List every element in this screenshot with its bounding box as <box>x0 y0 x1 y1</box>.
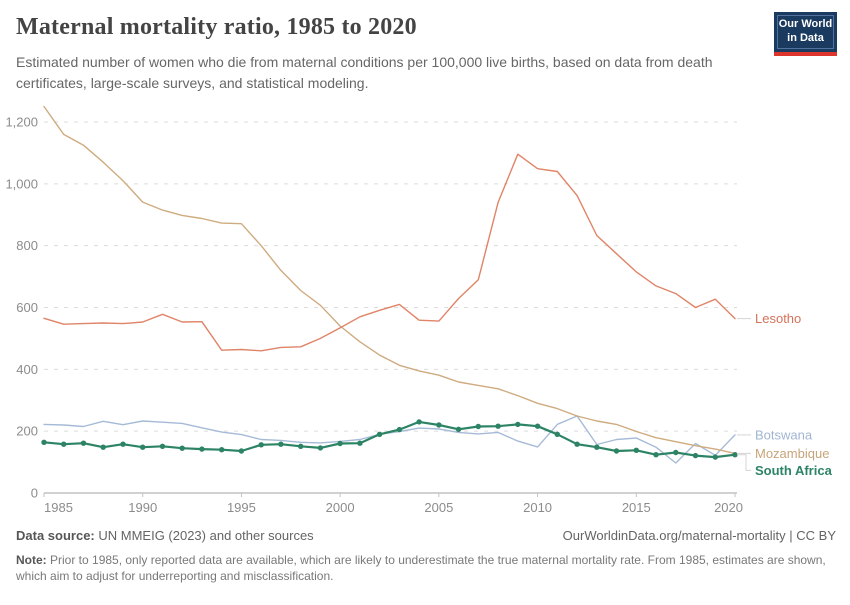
x-axis-tick-label: 1995 <box>227 500 256 515</box>
data-point-marker-south-africa <box>61 441 67 447</box>
legend-label-botswana[interactable]: Botswana <box>755 427 813 442</box>
data-point-marker-south-africa <box>475 423 481 430</box>
data-point-marker-south-africa <box>455 426 462 432</box>
series-line-mozambique[interactable] <box>43 105 736 455</box>
data-point-marker-south-africa <box>574 441 580 447</box>
legend-label-mozambique[interactable]: Mozambique <box>755 446 829 461</box>
data-point-marker-south-africa <box>357 440 363 446</box>
x-axis-tick-label: 1990 <box>128 500 157 515</box>
note-label: Note: <box>16 553 47 567</box>
owid-logo-text: Our World in Data <box>777 15 834 49</box>
data-point-marker-south-africa <box>692 452 699 459</box>
data-point-marker-south-africa <box>179 445 185 451</box>
chart-footer: Data source: UN MMEIG (2023) and other s… <box>16 528 836 584</box>
note-text: Prior to 1985, only reported data are av… <box>16 553 826 584</box>
data-point-marker-south-africa <box>613 448 620 454</box>
data-source-label: Data source: <box>16 528 95 543</box>
data-point-marker-south-africa <box>120 441 126 447</box>
data-point-marker-south-africa <box>199 446 205 452</box>
data-point-marker-south-africa <box>376 431 383 437</box>
data-point-marker-south-africa <box>554 431 560 437</box>
data-point-marker-south-africa <box>396 426 403 433</box>
series-line-botswana[interactable] <box>43 415 736 464</box>
data-point-marker-south-africa <box>673 449 679 456</box>
data-point-marker-south-africa <box>278 441 284 447</box>
chart-note: Note: Prior to 1985, only reported data … <box>16 552 838 584</box>
owid-logo-line1: Our World <box>778 18 833 31</box>
data-point-marker-south-africa <box>633 447 639 453</box>
x-axis-tick-label: 2005 <box>424 500 453 515</box>
legend-connector-south-africa <box>737 454 751 471</box>
data-point-marker-south-africa <box>219 447 225 453</box>
data-point-marker-south-africa <box>317 445 324 451</box>
owid-logo[interactable]: Our World in Data <box>774 12 837 56</box>
data-point-marker-south-africa <box>732 452 738 458</box>
x-axis-tick-label: 1985 <box>44 500 73 515</box>
data-point-marker-south-africa <box>238 448 245 454</box>
x-axis-tick-label: 2000 <box>326 500 355 515</box>
data-point-marker-south-africa <box>495 423 501 429</box>
data-point-marker-south-africa <box>337 440 343 447</box>
owid-citation-link[interactable]: OurWorldinData.org/maternal-mortality | … <box>562 528 836 543</box>
x-axis-tick-label: 2010 <box>523 500 552 515</box>
data-point-marker-south-africa <box>159 443 166 449</box>
data-source-text: Data source: UN MMEIG (2023) and other s… <box>16 528 314 543</box>
legend-label-south-africa[interactable]: South Africa <box>755 463 833 478</box>
page-title: Maternal mortality ratio, 1985 to 2020 <box>16 14 417 40</box>
data-point-marker-south-africa <box>416 419 422 425</box>
data-point-marker-south-africa <box>594 444 600 450</box>
data-point-marker-south-africa <box>258 442 264 448</box>
y-axis-tick-label: 600 <box>16 300 38 315</box>
y-axis-tick-label: 400 <box>16 362 38 377</box>
data-point-marker-south-africa <box>653 452 659 458</box>
data-point-marker-south-africa <box>298 443 304 449</box>
y-axis-tick-label: 800 <box>16 238 38 253</box>
data-point-marker-south-africa <box>712 454 718 460</box>
x-axis-tick-label: 2015 <box>622 500 651 515</box>
y-axis-tick-label: 0 <box>31 486 38 501</box>
data-point-marker-south-africa <box>515 421 521 428</box>
legend-label-lesotho[interactable]: Lesotho <box>755 311 801 326</box>
data-point-marker-south-africa <box>80 440 87 446</box>
data-point-marker-south-africa <box>140 444 146 450</box>
data-point-marker-south-africa <box>436 422 442 428</box>
series-line-lesotho[interactable] <box>43 153 736 352</box>
x-axis-tick-label: 2020 <box>714 500 743 515</box>
data-point-marker-south-africa <box>41 439 47 445</box>
data-point-marker-south-africa <box>100 444 106 450</box>
y-axis-tick-label: 1,000 <box>5 176 38 191</box>
y-axis-tick-label: 200 <box>16 424 38 439</box>
series-line-south-africa[interactable] <box>42 420 737 459</box>
y-axis-tick-label: 1,200 <box>5 115 38 130</box>
data-point-marker-south-africa <box>534 423 541 429</box>
owid-logo-line2: in Data <box>787 32 824 44</box>
chart-subtitle: Estimated number of women who die from m… <box>16 54 713 91</box>
data-source-value: UN MMEIG (2023) and other sources <box>94 528 314 543</box>
